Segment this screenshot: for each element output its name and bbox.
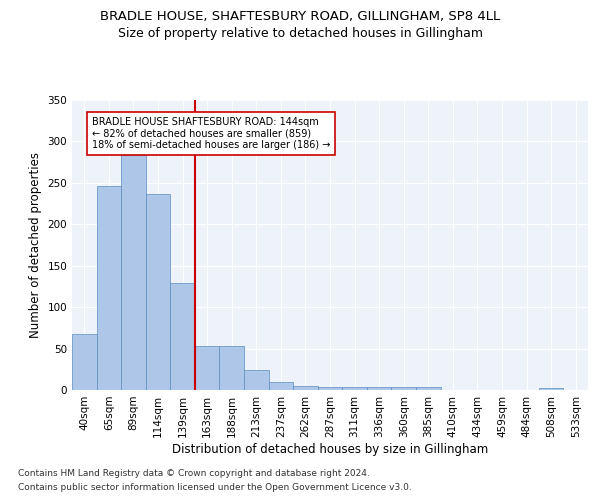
Bar [146, 194, 170, 390]
Text: Distribution of detached houses by size in Gillingham: Distribution of detached houses by size … [172, 442, 488, 456]
Bar [244, 370, 269, 390]
Bar [342, 386, 367, 390]
Bar [72, 334, 97, 390]
Bar [97, 186, 121, 390]
Bar [195, 346, 220, 390]
Text: Size of property relative to detached houses in Gillingham: Size of property relative to detached ho… [118, 28, 482, 40]
Text: BRADLE HOUSE, SHAFTESBURY ROAD, GILLINGHAM, SP8 4LL: BRADLE HOUSE, SHAFTESBURY ROAD, GILLINGH… [100, 10, 500, 23]
Bar [367, 386, 391, 390]
Text: Contains HM Land Registry data © Crown copyright and database right 2024.: Contains HM Land Registry data © Crown c… [18, 468, 370, 477]
Bar [318, 386, 342, 390]
Bar [391, 386, 416, 390]
Text: BRADLE HOUSE SHAFTESBURY ROAD: 144sqm
← 82% of detached houses are smaller (859): BRADLE HOUSE SHAFTESBURY ROAD: 144sqm ← … [92, 116, 330, 150]
Bar [269, 382, 293, 390]
Bar [220, 346, 244, 390]
Bar [121, 154, 146, 390]
Bar [170, 283, 195, 390]
Y-axis label: Number of detached properties: Number of detached properties [29, 152, 42, 338]
Bar [416, 386, 440, 390]
Bar [293, 386, 318, 390]
Bar [539, 388, 563, 390]
Text: Contains public sector information licensed under the Open Government Licence v3: Contains public sector information licen… [18, 484, 412, 492]
